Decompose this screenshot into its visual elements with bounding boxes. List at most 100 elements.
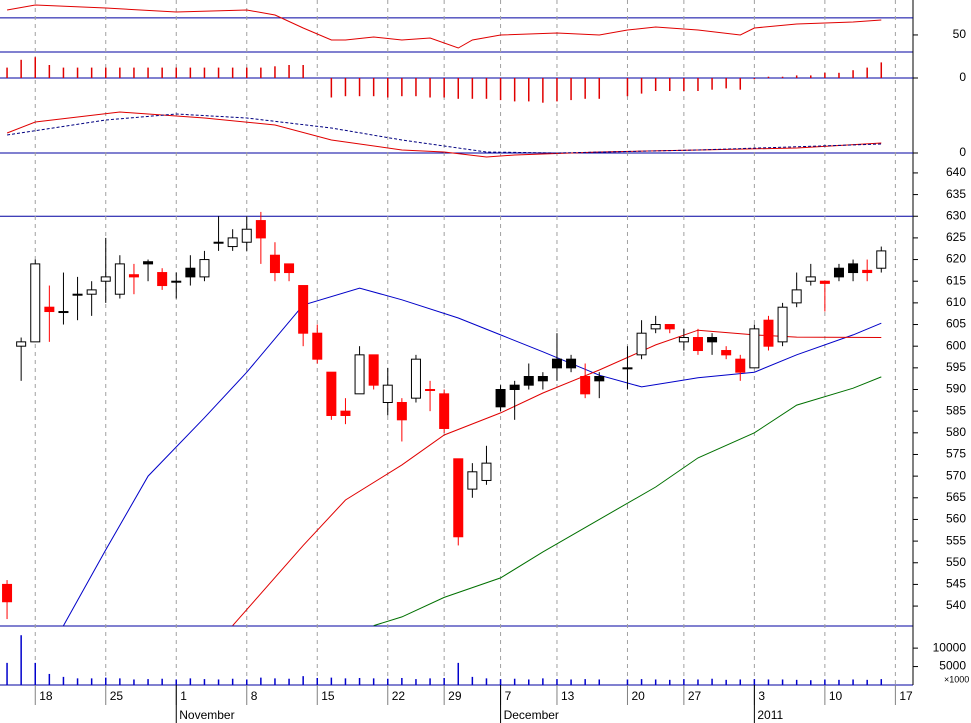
bar [119, 678, 121, 685]
bar [654, 78, 657, 91]
bar [838, 679, 840, 685]
candle-body [650, 324, 661, 330]
bar [62, 67, 65, 78]
bar [528, 78, 530, 102]
bar [387, 78, 389, 98]
bar [344, 78, 347, 97]
bar [231, 678, 234, 685]
x-tick-label: 27 [688, 689, 702, 703]
bar [358, 78, 361, 97]
candle-body [86, 289, 97, 295]
bar [499, 78, 502, 101]
candle-body [805, 276, 816, 282]
bar [457, 78, 460, 99]
candle-body [791, 289, 802, 304]
bar [767, 76, 770, 78]
bar [401, 677, 403, 685]
bar [415, 78, 417, 97]
bar [725, 679, 727, 685]
x-tick-label: 8 [251, 689, 258, 703]
series-line [7, 4, 882, 49]
bar [880, 62, 883, 78]
bar [781, 76, 784, 78]
candle-body [495, 389, 506, 408]
bar [725, 78, 727, 89]
bar [217, 67, 220, 78]
bar [570, 679, 572, 685]
bar [457, 662, 460, 685]
bar [302, 65, 304, 78]
candle-body [537, 376, 548, 382]
bar [147, 679, 149, 685]
y-tick-label: 570 [946, 468, 966, 482]
candle-body [255, 220, 266, 239]
bar [231, 67, 234, 78]
bar [810, 680, 812, 685]
bar [48, 673, 51, 685]
candle-body [326, 371, 337, 416]
candle-body [157, 272, 168, 287]
y-tick-label: 550 [946, 555, 966, 569]
candle-body [44, 306, 55, 313]
bar [330, 78, 333, 98]
bar [246, 67, 248, 78]
candle-body [777, 306, 788, 343]
candle-body [594, 376, 605, 382]
y-tick-label: 630 [946, 208, 966, 222]
x-tick-label: 13 [561, 689, 575, 703]
bar [90, 67, 93, 78]
candle-body [862, 269, 873, 274]
candle-body [114, 263, 125, 295]
candle-body [664, 324, 675, 330]
bar [697, 78, 699, 91]
bar [372, 678, 375, 685]
candle-body [622, 367, 633, 370]
candle-body [819, 280, 830, 284]
candle-body [692, 337, 703, 352]
bar [189, 678, 192, 685]
candle-body [2, 583, 13, 603]
bar [471, 78, 474, 99]
bar [443, 78, 445, 98]
bar [147, 67, 149, 78]
candle-body [707, 337, 718, 343]
bar [640, 679, 643, 685]
candle-body [410, 358, 421, 399]
unit-label: ×1000 [944, 674, 969, 684]
bar [246, 679, 248, 685]
bar [598, 78, 601, 99]
candle-body [636, 332, 647, 356]
y-tick-label: 540 [946, 598, 966, 612]
y-tick-label: 595 [946, 360, 966, 374]
bar [330, 677, 333, 685]
bar [542, 678, 544, 685]
bar [880, 679, 883, 685]
y-tick-label: 580 [946, 425, 966, 439]
bar [513, 78, 516, 102]
candle-body [453, 458, 464, 538]
y-tick-label: 585 [946, 403, 966, 417]
bar [203, 679, 206, 685]
bar [683, 679, 685, 685]
y-tick-label: 610 [946, 295, 966, 309]
candle-body [185, 267, 196, 278]
bar [175, 67, 178, 78]
bar [133, 679, 135, 685]
bar [810, 75, 812, 78]
x-tick-label: 29 [448, 689, 462, 703]
candle-body [368, 354, 379, 386]
bar [598, 679, 601, 685]
y-tick-label: 575 [946, 447, 966, 461]
y-tick-label: 565 [946, 490, 966, 504]
bar [753, 679, 756, 685]
x-tick-label: 3 [758, 689, 765, 703]
bar [838, 72, 840, 78]
bar [105, 67, 107, 78]
y-tick-label: 555 [946, 533, 966, 547]
bar [429, 78, 431, 98]
bar [401, 78, 403, 97]
bar [415, 679, 417, 685]
bar [866, 67, 868, 78]
candle-body [227, 237, 238, 248]
candle-body [509, 384, 520, 390]
